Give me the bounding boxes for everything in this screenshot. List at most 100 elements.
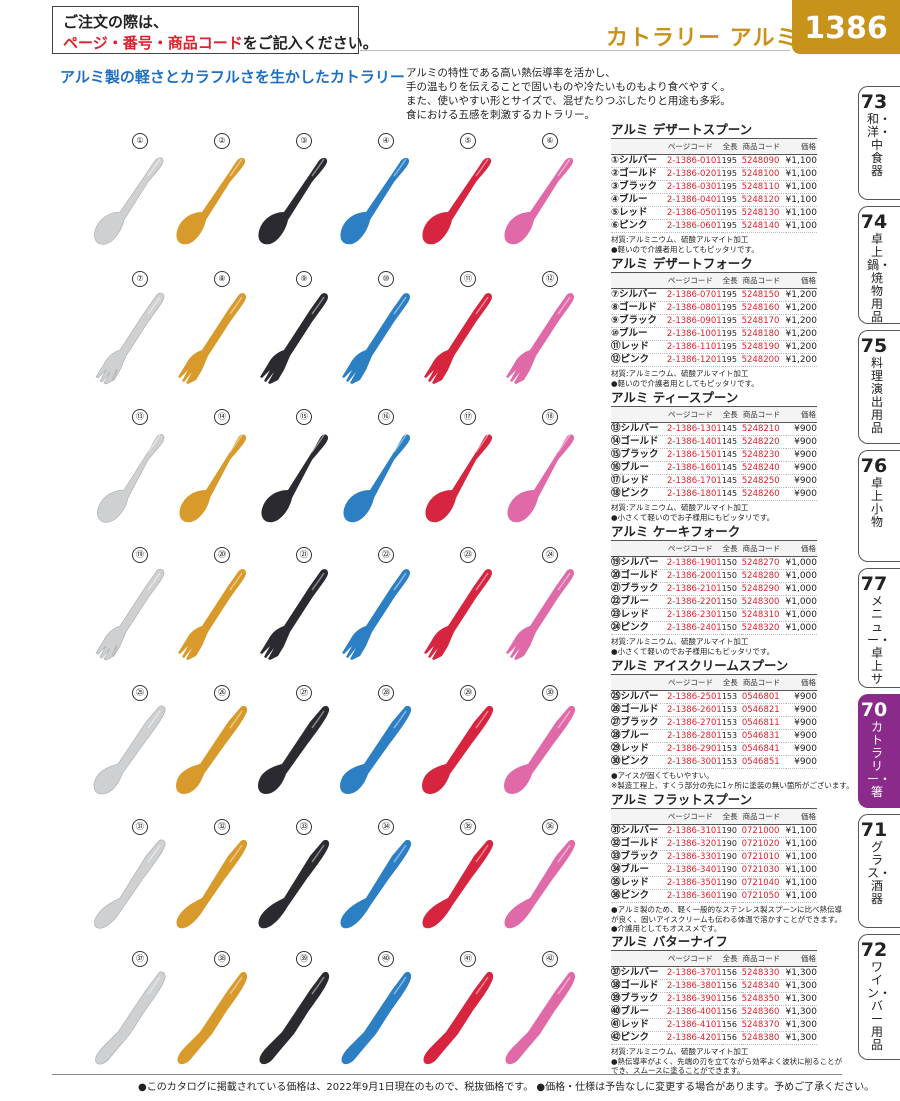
icespoon-shape [504,705,576,794]
product-image-cakefork-red: ㉓ [412,542,498,682]
cakefork-icon [260,569,328,660]
intro-line: アルミの特性である高い熱伝導率を活かし、 [406,67,616,79]
spoon-highlight [393,158,407,177]
table-cell-price: ¥1,300 [785,1031,817,1045]
side-tab-74[interactable]: 74 卓上鍋・焼物用品 [858,206,900,324]
table-cell-pcode: 5248280 [741,569,786,583]
flatspoon-shape [422,839,494,929]
side-tab-71[interactable]: 71 グラス・酒器 [858,814,900,928]
teaspoon-icon [97,434,165,523]
flatspoon-icon [258,839,330,929]
cakefork-highlight [147,572,161,591]
table-row: ㉛シルバー 2-1386-3101 190 0721000 ¥1,100 [611,824,817,838]
product-image-flatspoon-black: ㉝ [248,814,334,954]
table-cell-len: 145 [721,487,742,501]
table-cell-pcode: 5248300 [741,595,786,609]
table-header-cell: ページコード [666,272,722,289]
table-cell-name: ①シルバー [611,154,667,168]
table-cell-price: ¥1,100 [785,837,817,851]
table-row: ㉞ブルー 2-1386-3401 190 0721030 ¥1,100 [611,863,817,877]
product-number-label: ㉖ [214,685,230,701]
table-cell-pcode: 5248320 [741,621,786,635]
icespoon-shape [340,705,412,794]
product-image-teaspoon-silver: ⑬ [84,404,170,544]
teaspoon-shape [507,434,575,523]
spoon-icon [340,157,410,245]
table-cell-price: ¥1,200 [785,288,817,302]
table-row: ①シルバー 2-1386-0101 195 5248090 ¥1,100 [611,154,817,168]
side-tab-number: 71 [860,819,888,841]
flatspoon-highlight [311,844,325,863]
product-notes: 材質:アルミニウム、硫酸アルマイト加工 ●軽いので介護者用としてもピッタリです。 [611,235,817,254]
product-notes: ●アイスが固くてもいやすい。 ※製造工程上、すくう部分の先に1ヶ所に塗装の無い箇所… [611,771,854,790]
table-cell-pcode: 5248180 [741,327,786,341]
product-image-icespoon-gold: ㉖ [166,680,252,820]
table-row: ⑮ブラック 2-1386-1501 145 5248230 ¥900 [611,448,817,462]
product-number-label: ⑲ [132,547,148,563]
product-block: アルミ デザートスプーン ページコード 全長 商品コード 価格 ①シルバー 2-1386-0… [611,122,817,254]
table-cell-len: 195 [721,219,742,233]
table-row: ④ブルー 2-1386-0401 195 5248120 ¥1,100 [611,193,817,207]
table-cell-name: ⑤レッド [611,206,667,220]
table-cell-code: 2-1386-1701 [667,474,722,488]
side-tab-70[interactable]: 70 カトラリー・箸 [858,694,900,808]
table-cell-pcode: 5248250 [741,474,786,488]
table-header-cell: 全長 [721,272,742,289]
table-header-row: ページコード 全長 商品コード 価格 [611,950,817,967]
table-row: ㊳ゴールド 2-1386-3801 156 5248340 ¥1,300 [611,979,817,993]
spoon-shape [340,157,410,245]
flatspoon-highlight [229,844,243,863]
table-row: ㊱ピンク 2-1386-3601 190 0721050 ¥1,100 [611,889,817,903]
side-tab-72[interactable]: 72 ワイン・バー用品 [858,934,900,1060]
table-header-cell: 全長 [721,674,742,691]
teaspoon-highlight [557,434,571,453]
order-notice-emphasis: ページ・番号・商品コード [63,34,243,52]
product-note-line: 材質:アルミニウム、硫酸アルマイト加工 [611,503,749,512]
table-row: ㉕シルバー 2-1386-2501 153 0546801 ¥900 [611,690,817,704]
table-cell-price: ¥1,100 [785,824,817,838]
table-cell-code: 2-1386-3801 [666,979,722,993]
product-row-icespoon: ㉕ ㉖ ㉗ ㉘ ㉙ ㉚ [84,680,600,820]
table-cell-code: 2-1386-0301 [666,180,722,194]
table-cell-price: ¥900 [785,448,817,462]
header-divider [360,50,790,51]
product-number-label: ㉜ [214,819,230,835]
order-notice-rest: をご記入ください。 [242,34,378,52]
table-cell-code: 2-1386-1601 [667,461,722,475]
product-title: アルミ デザートフォーク [611,256,753,271]
table-row: ⑧ゴールド 2-1386-0801 195 5248160 ¥1,200 [611,301,817,315]
table-cell-name: ㊷ピンク [611,1031,667,1045]
table-cell-len: 156 [721,1031,742,1045]
side-tab-76[interactable]: 76 卓上小物 [858,450,900,562]
table-header-cell: ページコード [667,406,722,423]
table-cell-len: 150 [721,608,742,622]
table-cell-len: 190 [721,837,742,851]
icespoon-icon [504,705,576,794]
table-cell-name: ㉑ブラック [611,582,667,596]
teaspoon-shape [425,434,493,523]
table-cell-price: ¥1,100 [785,876,817,890]
table-header-cell: 商品コード [741,950,786,967]
cakefork-icon [342,569,410,660]
table-cell-len: 190 [721,824,742,838]
table-cell-price: ¥1,100 [785,889,817,903]
table-header-cell: 商品コード [741,674,786,691]
cakefork-shape [342,569,410,660]
side-tab-75[interactable]: 75 料理演出用品 [858,330,900,444]
order-notice-box: ご注文の際は、 ページ・番号・商品コードをご記入ください。 [52,6,378,54]
table-cell-len: 195 [721,154,742,168]
table-header-cell [611,540,667,557]
table-cell-pcode: 0546821 [741,703,786,717]
table-header-cell: ページコード [666,808,722,825]
knife-highlight [393,976,407,995]
side-tab-73[interactable]: 73 和・洋・中食器 [858,86,900,200]
product-notes: 材質:アルミニウム、硫酸アルマイト加工 ●小さくて軽いのでお子様用にもピッタリです… [611,503,817,522]
product-title: アルミ バターナイフ [611,934,728,949]
icespoon-icon [176,705,248,794]
table-cell-len: 145 [721,435,742,449]
table-cell-price: ¥1,000 [785,621,817,635]
product-note-line: ●熱伝導率がよく、先端の刃を立てながら効率よく波状に削ることが [611,1056,843,1066]
table-header-cell: ページコード [666,138,722,155]
table-row: ㉘ブルー 2-1386-2801 153 0546831 ¥900 [611,729,817,743]
